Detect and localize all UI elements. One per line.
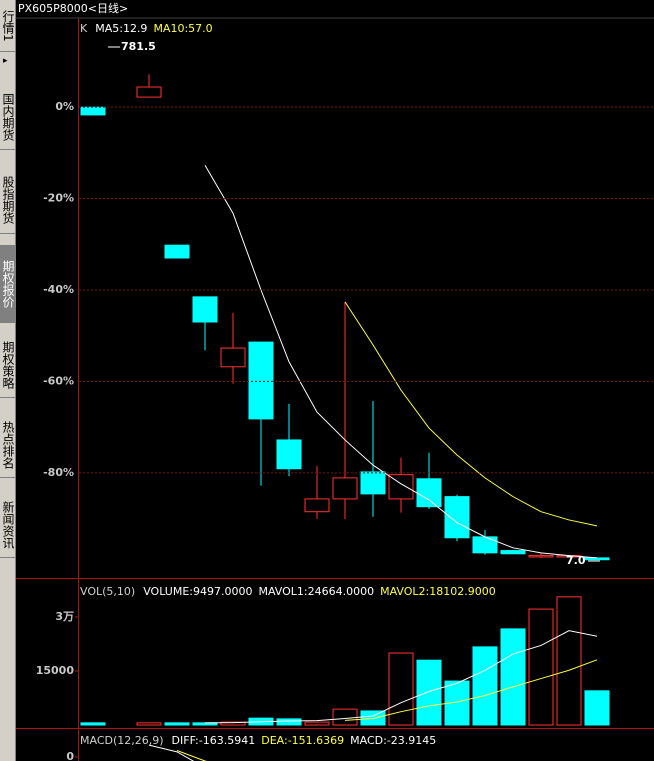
volume-bar bbox=[332, 708, 358, 726]
candle-body bbox=[500, 550, 526, 555]
candle-body bbox=[444, 496, 470, 539]
legend-item: MA10:57.0 bbox=[153, 22, 212, 35]
sidebar-tab[interactable]: 热点排名 bbox=[0, 412, 15, 478]
candle-body bbox=[136, 86, 162, 98]
y-tick-label: 0 bbox=[66, 750, 74, 761]
volume-bar bbox=[304, 721, 330, 726]
sidebar-tab[interactable]: 期权报价 bbox=[0, 245, 15, 323]
y-tick-label: 15000 bbox=[36, 664, 75, 677]
legend-title: VOL(5,10) bbox=[80, 585, 135, 598]
candle-body bbox=[248, 341, 274, 420]
panel bbox=[148, 744, 208, 761]
candle-body bbox=[276, 439, 302, 470]
candle-body bbox=[360, 471, 386, 495]
legend-title: MACD(12,26,9) bbox=[80, 734, 164, 747]
sidebar-tab[interactable]: 新闻资讯 bbox=[0, 492, 15, 558]
volume-bar bbox=[276, 718, 302, 726]
series-line bbox=[148, 744, 195, 761]
sidebar-tab[interactable]: 股指期货 bbox=[0, 166, 15, 234]
series-line bbox=[344, 301, 598, 527]
volume-bar bbox=[556, 596, 582, 726]
volume-bar bbox=[360, 710, 386, 726]
volume-bar bbox=[80, 722, 106, 726]
legend-item: VOLUME:9497.0000 bbox=[143, 585, 252, 598]
annotation: 7.0 bbox=[566, 554, 586, 567]
panel bbox=[80, 74, 610, 561]
sidebar: 行情1 国内期货股指期货期权报价期权策略热点排名新闻资讯 ▸ bbox=[0, 0, 16, 761]
y-tick-label: -80% bbox=[43, 466, 74, 479]
legend-title: K bbox=[80, 22, 88, 35]
legend-item: MAVOL1:24664.0000 bbox=[258, 585, 374, 598]
volume-bar bbox=[416, 659, 442, 726]
volume-bar bbox=[528, 608, 554, 726]
volume-bar bbox=[136, 722, 162, 726]
volume-bar bbox=[220, 721, 246, 726]
candle-body bbox=[332, 477, 358, 500]
series-line bbox=[204, 630, 598, 724]
volume-bar bbox=[584, 690, 610, 726]
volume-bar bbox=[388, 652, 414, 726]
legend-item: MACD:-23.9145 bbox=[350, 734, 436, 747]
candle-body bbox=[584, 557, 610, 561]
annotation: 781.5 bbox=[121, 40, 156, 53]
y-tick-label: -20% bbox=[43, 192, 74, 205]
y-tick-label: -40% bbox=[43, 283, 74, 296]
legend-item: MAVOL2:18102.9000 bbox=[380, 585, 496, 598]
volume-bar bbox=[164, 722, 190, 726]
sidebar-tab[interactable]: 国内期货 bbox=[0, 84, 15, 150]
y-tick-label: 0% bbox=[55, 100, 74, 113]
series-line bbox=[176, 750, 208, 761]
window-title: PX605P8000<日线> bbox=[18, 1, 128, 15]
sidebar-tab[interactable]: 行情1 bbox=[0, 0, 15, 52]
panel bbox=[80, 596, 610, 726]
volume-bar bbox=[500, 628, 526, 726]
sidebar-tab[interactable]: 期权策略 bbox=[0, 332, 15, 398]
candle-body bbox=[80, 106, 106, 116]
y-tick-label: -60% bbox=[43, 374, 74, 387]
candle-body bbox=[220, 347, 246, 368]
candle-body bbox=[472, 536, 498, 554]
legend-item: DEA:-151.6369 bbox=[261, 734, 344, 747]
sidebar-arrow[interactable]: ▸ bbox=[3, 56, 8, 66]
volume-bar bbox=[472, 646, 498, 726]
legend-item: DIFF:-163.5941 bbox=[172, 734, 256, 747]
y-tick-label: 3万 bbox=[55, 610, 74, 623]
series-line bbox=[204, 164, 598, 559]
series-line bbox=[344, 659, 598, 721]
legend-item: MA5:12.9 bbox=[95, 22, 147, 35]
candle-body bbox=[528, 555, 554, 558]
candle-body bbox=[416, 478, 442, 508]
candle-body bbox=[304, 498, 330, 513]
candle-body bbox=[164, 244, 190, 259]
candle-body bbox=[192, 296, 218, 323]
